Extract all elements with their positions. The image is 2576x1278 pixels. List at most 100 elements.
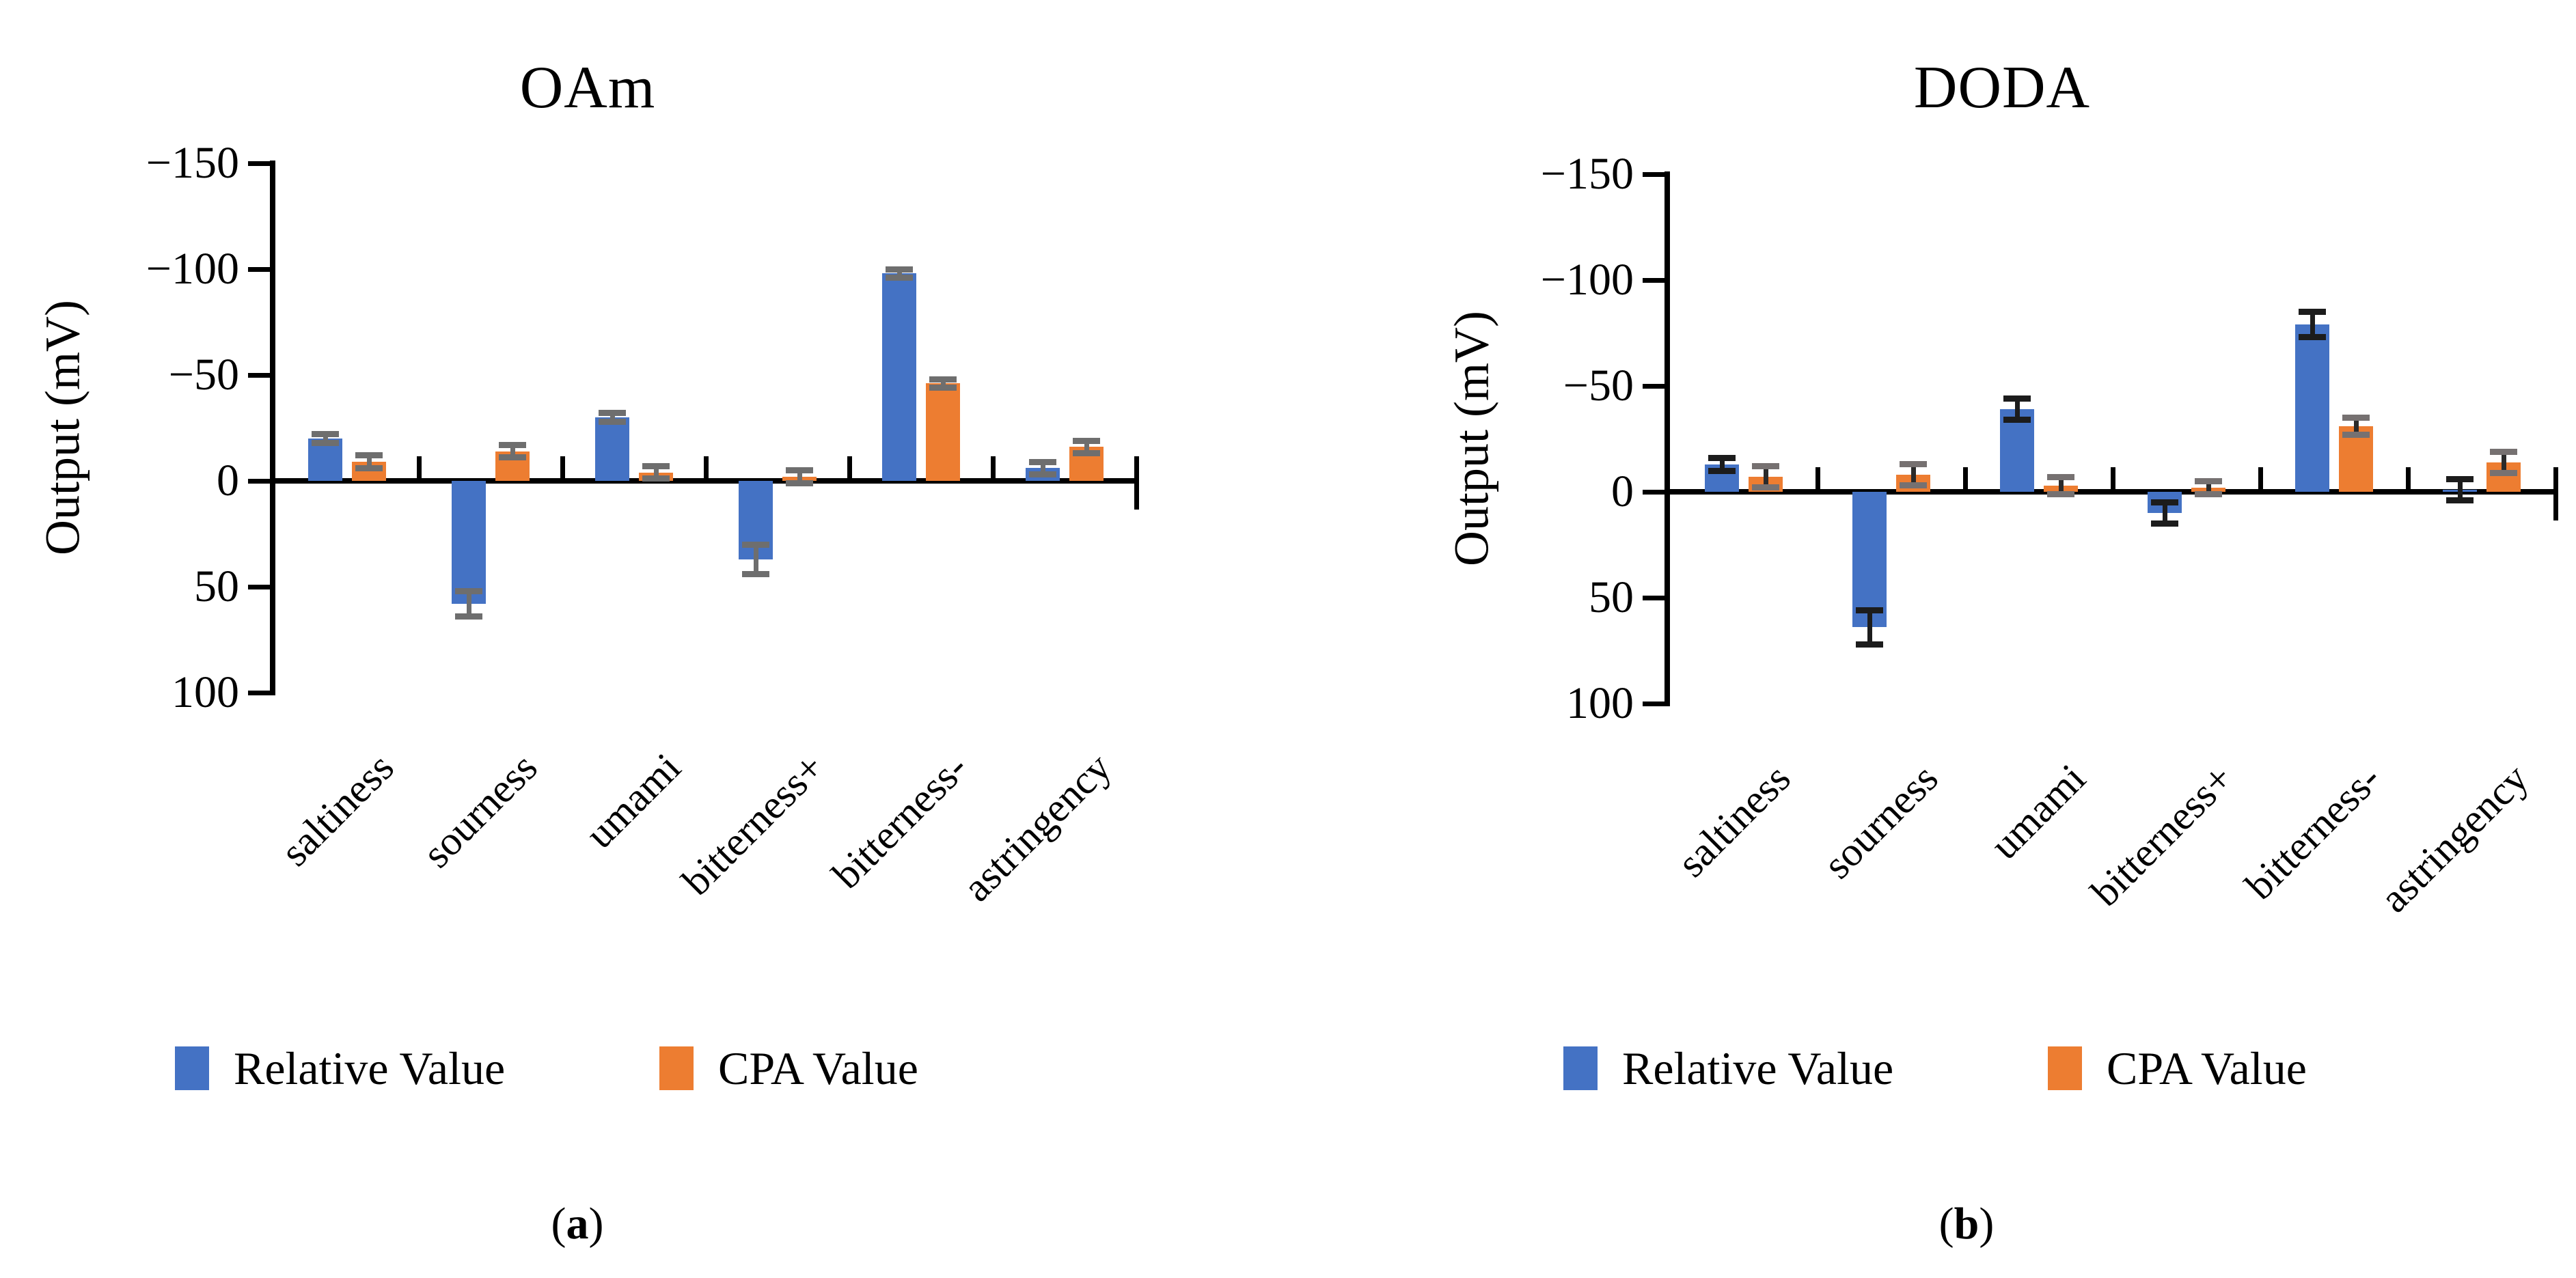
error-cap-low-relative-value-sourness (455, 613, 482, 620)
y-axis (1664, 171, 1670, 706)
legend-label-cpa-value: CPA Value (718, 1042, 918, 1094)
error-cap-high-relative-value-umami (599, 410, 626, 417)
error-whisker-relative-value-astringency (2457, 479, 2463, 501)
error-whisker-relative-value-sourness (1867, 610, 1872, 645)
error-cap-high-cpa-value-umami (642, 462, 670, 469)
y-tick-50 (248, 373, 270, 378)
error-cap-high-relative-value-saltiness (312, 431, 339, 438)
error-whisker-relative-value-saltiness (1719, 458, 1725, 471)
chart-title: OAm (519, 55, 656, 122)
category-boundary-tick (2111, 467, 2115, 492)
error-cap-low-cpa-value-bitterness (786, 480, 813, 486)
error-cap-high-relative-value-bitterness (742, 541, 769, 548)
error-cap-low-cpa-value-bitterness (2195, 490, 2222, 497)
y-tick-label-0: 0 (217, 456, 239, 505)
legend-label-cpa-value: CPA Value (2107, 1042, 2307, 1094)
category-boundary-tick (704, 456, 709, 481)
error-cap-high-relative-value-bitterness (2151, 499, 2178, 505)
y-axis-label: Output (mV) (1444, 311, 1499, 566)
error-cap-high-cpa-value-astringency (2490, 448, 2517, 455)
error-cap-low-relative-value-astringency (2446, 497, 2474, 503)
error-cap-high-cpa-value-saltiness (355, 452, 383, 459)
y-axis (270, 161, 275, 695)
error-cap-high-relative-value-bitterness (886, 266, 913, 273)
error-cap-low-cpa-value-umami (642, 475, 670, 482)
error-cap-low-cpa-value-sourness (1900, 482, 1927, 489)
error-cap-low-relative-value-astringency (1029, 471, 1056, 478)
bar-relative-value-bitterness (2295, 324, 2329, 492)
error-whisker-cpa-value-umami (653, 466, 659, 479)
y-tick-100 (248, 267, 270, 272)
bar-cpa-value-bitterness (926, 383, 960, 481)
error-whisker-relative-value-bitterness (2162, 502, 2167, 524)
legend-label-relative-value: Relative Value (234, 1042, 506, 1094)
error-cap-high-cpa-value-saltiness (1752, 463, 1779, 470)
y-tick-100 (1643, 701, 1664, 706)
error-whisker-cpa-value-bitterness (940, 379, 946, 388)
y-tick-50 (248, 585, 270, 589)
y-tick-label-50: 50 (194, 561, 239, 611)
error-whisker-relative-value-sourness (466, 591, 471, 617)
error-whisker-cpa-value-bitterness (797, 470, 802, 484)
error-cap-low-relative-value-bitterness (886, 274, 913, 281)
y-tick-150 (1643, 172, 1664, 177)
y-tick-label-150: −150 (1540, 149, 1634, 199)
error-cap-low-cpa-value-umami (2047, 490, 2074, 497)
error-cap-low-relative-value-umami (2003, 417, 2031, 423)
error-cap-low-cpa-value-astringency (2490, 469, 2517, 476)
y-tick-label-50: 50 (1589, 572, 1634, 622)
error-whisker-relative-value-umami (609, 413, 615, 422)
error-cap-high-cpa-value-astringency (1073, 437, 1100, 444)
error-cap-high-cpa-value-bitterness (2195, 478, 2222, 484)
error-cap-high-relative-value-astringency (2446, 475, 2474, 482)
x-axis-end-tick (1134, 456, 1139, 510)
error-cap-high-cpa-value-bitterness (2342, 415, 2370, 421)
error-cap-high-relative-value-umami (2003, 395, 2031, 402)
category-boundary-tick (417, 456, 422, 481)
y-tick-50 (1643, 596, 1664, 600)
error-cap-high-cpa-value-sourness (499, 441, 526, 448)
y-tick-label-100: −100 (146, 244, 239, 294)
error-cap-high-cpa-value-bitterness (786, 467, 813, 473)
y-tick-150 (248, 161, 270, 166)
error-cap-low-cpa-value-sourness (499, 454, 526, 461)
y-tick-100 (1643, 278, 1664, 283)
x-axis (270, 478, 1136, 484)
bar-relative-value-bitterness (882, 273, 916, 481)
error-cap-high-relative-value-astringency (1029, 458, 1056, 465)
legend-swatch-cpa-value (659, 1046, 694, 1090)
error-whisker-cpa-value-sourness (510, 445, 515, 458)
error-whisker-relative-value-bitterness (2310, 311, 2315, 337)
y-tick-label-0: 0 (1611, 467, 1634, 516)
error-whisker-cpa-value-saltiness (366, 455, 372, 469)
y-tick-label-100: −100 (1540, 255, 1634, 305)
error-whisker-relative-value-astringency (1040, 462, 1045, 475)
error-cap-high-relative-value-saltiness (1708, 454, 1736, 461)
error-cap-low-cpa-value-saltiness (355, 464, 383, 471)
legend-swatch-cpa-value (2048, 1046, 2082, 1090)
error-whisker-cpa-value-sourness (1910, 464, 1916, 486)
error-whisker-relative-value-bitterness (896, 269, 902, 278)
panel-caption: (b) (1938, 1199, 1995, 1249)
chart-title: DODA (1913, 55, 2091, 122)
error-cap-low-relative-value-sourness (1856, 641, 1883, 648)
legend-label-relative-value: Relative Value (1622, 1042, 1894, 1094)
y-tick-label-50: −50 (168, 350, 239, 400)
error-cap-high-cpa-value-sourness (1900, 461, 1927, 468)
legend-swatch-relative-value (175, 1046, 209, 1090)
error-cap-low-relative-value-saltiness (312, 439, 339, 446)
error-cap-low-cpa-value-bitterness (929, 385, 957, 391)
y-tick-label-50: −50 (1563, 361, 1634, 411)
y-tick-50 (1643, 384, 1664, 389)
bar-relative-value-sourness (452, 481, 486, 604)
panel-caption: (a) (551, 1199, 604, 1249)
error-whisker-cpa-value-saltiness (1763, 466, 1768, 488)
error-whisker-cpa-value-astringency (1084, 441, 1089, 454)
bar-relative-value-umami (2000, 409, 2034, 492)
error-cap-low-relative-value-umami (599, 418, 626, 425)
y-tick-label-100: 100 (1566, 678, 1634, 728)
error-cap-high-relative-value-sourness (455, 587, 482, 594)
category-boundary-tick (2258, 467, 2263, 492)
y-axis-label: Output (mV) (35, 300, 90, 555)
